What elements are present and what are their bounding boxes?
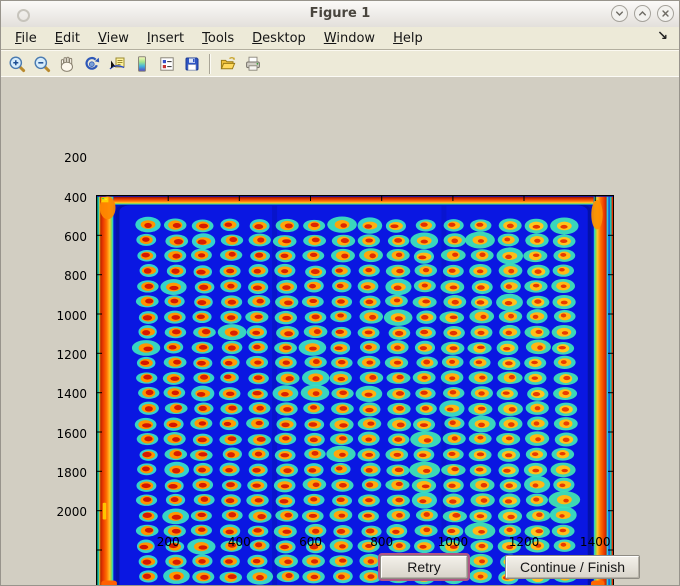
close-icon [662,10,669,17]
menu-item-desktop[interactable]: Desktop [252,30,306,46]
save-button[interactable] [180,52,204,76]
save-floppy-icon [185,57,199,70]
print-button[interactable] [241,52,265,76]
x-tick-label: 200 [156,535,180,549]
y-tick-label: 2000 [56,505,87,520]
toolbar [1,50,679,77]
x-tick-label: 600 [299,535,322,549]
x-tick-label: 400 [227,535,251,549]
pan-hand-icon [60,56,73,72]
legend-icon [160,56,174,71]
insert-legend-button[interactable] [155,52,179,76]
toolbar-separator [209,53,211,74]
rotate-3d-button[interactable] [80,52,104,76]
close-button[interactable] [657,5,674,22]
colorbar-icon [138,55,146,72]
axes-image-plot[interactable] [96,195,614,586]
y-tick-label: 1000 [56,308,87,323]
y-tick-label: 600 [64,230,87,244]
window-controls [611,5,674,22]
spot-grid [131,216,581,585]
y-tick-label: 1600 [56,426,87,441]
x-tick-label: 1400 [579,535,611,549]
zoom-out-icon [34,56,51,72]
x-tick-label: 1200 [508,535,540,549]
figure-canvas: Retry Continue / Finish 200 400 600 800 1000… [1,78,679,585]
menu-item-help[interactable]: Help [393,30,423,46]
y-tick-label: 400 [64,190,87,205]
x-tick-label: 800 [370,535,394,549]
y-tick-label: 1200 [56,348,87,362]
x-tick-label: 1000 [437,535,469,549]
continue-finish-button[interactable]: Continue / Finish [505,555,640,579]
y-tick-label: 1400 [56,387,87,402]
y-tick-label: 800 [64,269,87,284]
heatmap-image[interactable] [97,196,613,586]
retry-button[interactable]: Retry [378,553,470,581]
window-title: Figure 1 [309,6,371,21]
dock-figure-icon[interactable]: ↘ [657,29,668,44]
data-cursor-icon [109,57,125,69]
zoom-in-icon [9,56,26,72]
menu-item-view[interactable]: View [97,30,129,46]
chevron-down-icon [615,11,624,16]
open-folder-icon [220,56,236,69]
print-icon [246,56,260,71]
pan-button[interactable] [55,52,79,76]
chevron-up-icon [638,11,647,16]
colorbar-button[interactable] [130,52,154,76]
axes-ticks [97,196,613,551]
menu-item-file[interactable]: File [15,30,37,46]
y-tick-label: 1800 [56,466,87,480]
open-button[interactable] [216,52,240,76]
y-tick-label: 200 [64,151,87,166]
menu-item-insert[interactable]: Insert [146,30,185,46]
menu-bar: File Edit View Insert Tools Desktop Window Help [1,27,679,50]
menu-item-window[interactable]: Window [323,30,376,46]
maximize-button[interactable] [634,5,651,22]
menu-item-edit[interactable]: Edit [54,30,80,46]
window-menu-icon[interactable] [17,9,30,22]
zoom-out-button[interactable] [30,52,54,76]
menu-item-tools[interactable]: Tools [202,30,235,46]
rotate-3d-icon [85,56,100,70]
data-cursor-button[interactable] [105,52,129,76]
minimize-button[interactable] [611,5,628,22]
zoom-in-button[interactable] [5,52,29,76]
title-bar: Figure 1 [1,1,679,28]
